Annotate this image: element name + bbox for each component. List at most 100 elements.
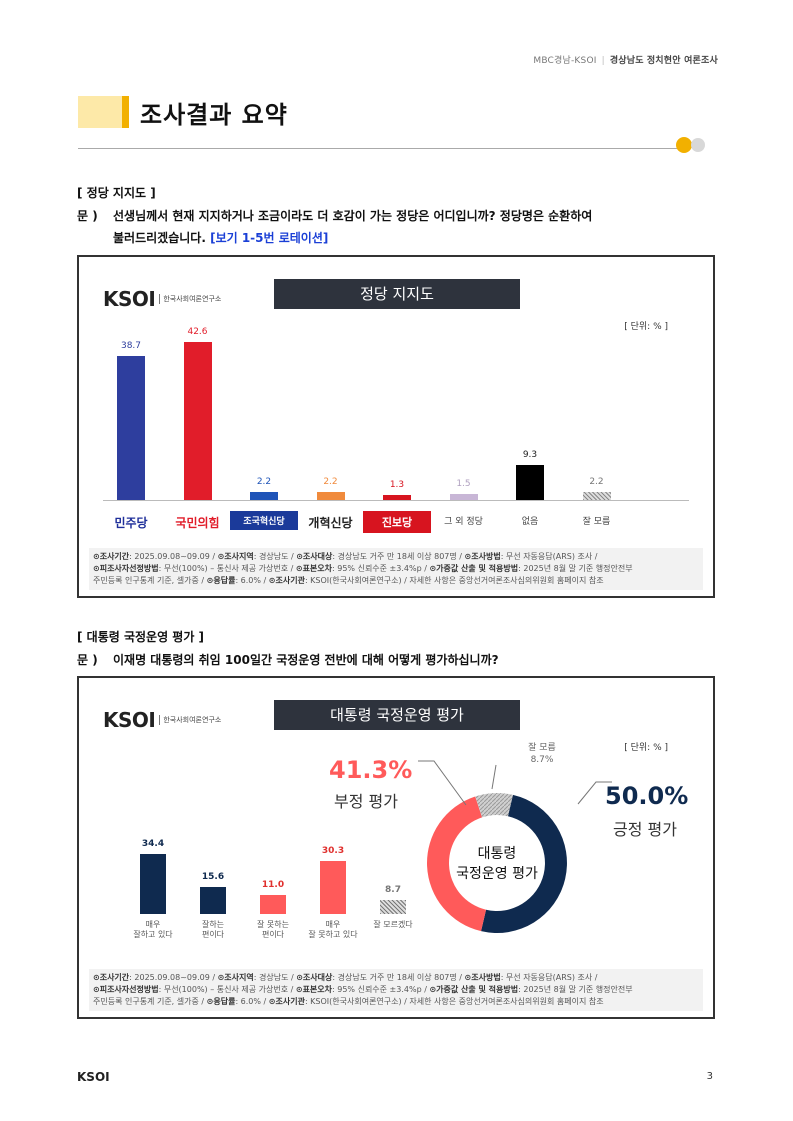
question-text-cont: 불러드리겠습니다. xyxy=(113,231,206,245)
positive-pct: 50.0% xyxy=(605,782,689,810)
eval-bar-value: 11.0 xyxy=(261,879,285,890)
title-accent-dark xyxy=(122,96,129,128)
party-label: 없음 xyxy=(521,517,539,527)
title-divider xyxy=(78,148,678,149)
footnote-part: ⊙응답률 xyxy=(206,997,236,1006)
unknown-label: 잘 모름 xyxy=(528,743,556,753)
footnote-part: : 2025년 8월 말 기준 행정안전부 xyxy=(518,564,633,573)
bar-6 xyxy=(516,465,544,500)
footnote-part: ⊙조사방법 xyxy=(464,973,501,982)
footnote-part: ⊙가중값 산출 및 적용방법 xyxy=(429,985,519,994)
eval-bar-value: 15.6 xyxy=(201,871,225,882)
footnote-part: : 경상남도 거주 만 18세 이상 807명 / xyxy=(332,552,465,561)
footnote-part: : 무선 자동응답(ARS) 조사 / xyxy=(500,973,598,982)
footnote-part: ⊙조사기관 xyxy=(268,576,305,585)
footnote-part: ⊙가중값 산출 및 적용방법 xyxy=(429,564,519,573)
bar-2 xyxy=(250,491,278,500)
footnote-part: : 6.0% / xyxy=(235,997,269,1006)
footnote-part: : 95% 신뢰수준 ±3.4%p / xyxy=(332,985,430,994)
footnote-part: : KSOI(한국사회여론연구소) / 자세한 사항은 중앙선거여론조사심의위원… xyxy=(304,997,604,1006)
section1-question-line2: 불러드리겠습니다. [보기 1-5번 로테이션] xyxy=(113,229,328,246)
survey-footnote: ⊙조사기간: 2025.09.08~09.09 / ⊙조사지역: 경상남도 / … xyxy=(89,548,703,590)
bar-value-label: 9.3 xyxy=(522,450,538,461)
bar-value-label: 38.7 xyxy=(120,341,142,352)
bar-value-label: 2.2 xyxy=(589,476,604,487)
bar-value-label: 42.6 xyxy=(187,326,208,337)
title-accent-light xyxy=(78,96,128,128)
page-header: MBC경남-KSOI | 경상남도 정치현안 여론조사 xyxy=(533,56,718,66)
footnote-part: ⊙표본오차 xyxy=(295,564,333,573)
footer-logo: KSOI xyxy=(77,1070,110,1084)
footnote-part: 주민등록 인구통계 기준, 셀가중 / xyxy=(93,576,207,585)
survey-footnote: ⊙조사기간: 2025.09.08~09.09 / ⊙조사지역: 경상남도 / … xyxy=(89,969,703,1011)
logo-subtext: 한국사회여론연구소 xyxy=(159,715,221,725)
section1-question-line1: 문 ) 선생님께서 현재 지지하거나 조금이라도 더 호감이 가는 정당은 어디입… xyxy=(77,207,592,224)
negative-leader-line xyxy=(418,760,467,806)
footnote-part: : 경상남도 거주 만 18세 이상 807명 / xyxy=(332,973,465,982)
party-label: 개혁신당 xyxy=(308,516,353,530)
section1-heading: [ 정당 지지도 ] xyxy=(77,186,156,200)
president-approval-chart: KSOI 한국사회여론연구소 대통령 국정운영 평가 [ 단위: % ] 34.… xyxy=(77,676,715,1019)
unit-label: [ 단위: % ] xyxy=(624,743,668,753)
footnote-part: ⊙조사대상 xyxy=(296,552,333,561)
footnote-part: ⊙조사기간 xyxy=(93,973,130,982)
eval-bar-value: 8.7 xyxy=(385,885,401,895)
decor-dot-gray xyxy=(691,138,705,152)
party-label: 그 외 정당 xyxy=(444,517,483,527)
header-survey: 정치현안 여론조사 xyxy=(646,56,718,66)
question-mark: 문 ) xyxy=(77,653,98,667)
logo-text: KSOI xyxy=(103,287,156,311)
question-note: [보기 1-5번 로테이션] xyxy=(210,231,329,245)
footnote-line2: ⊙피조사자선정방법: 무선(100%) – 통신사 제공 가상번호 / ⊙표본오… xyxy=(93,563,699,575)
footnote-part: : 2025.09.08~09.09 / xyxy=(129,552,218,561)
bar-1 xyxy=(183,341,212,500)
donut-center-line2: 국정운영 평가 xyxy=(456,866,538,882)
question-text: 이재명 대통령의 취임 100일간 국정운영 전반에 대해 어떻게 평가하십니까… xyxy=(113,653,499,667)
negative-label: 부정 평가 xyxy=(334,792,398,811)
eval-bar-label: 잘 못하는 편이다 xyxy=(257,920,289,939)
footnote-part: ⊙조사기관 xyxy=(268,997,305,1006)
unknown-pct: 8.7% xyxy=(530,755,554,765)
eval-bar-value: 30.3 xyxy=(321,846,345,857)
footnote-part: : 무선(100%) – 통신사 제공 가상번호 / xyxy=(158,564,296,573)
footnote-part: : 무선 자동응답(ARS) 조사 / xyxy=(500,552,598,561)
footnote-part: ⊙응답률 xyxy=(206,576,236,585)
eval-bar-2 xyxy=(260,894,286,914)
party-label: 국민의힘 xyxy=(175,516,220,530)
logo-text: KSOI xyxy=(103,708,156,732)
ksoi-logo: KSOI 한국사회여론연구소 xyxy=(103,708,221,732)
unit-label: [ 단위: % ] xyxy=(624,322,668,332)
eval-bar-label: 매우 잘 못하고 있다 xyxy=(308,920,358,939)
eval-bar-4 xyxy=(380,900,406,914)
footnote-part: 주민등록 인구통계 기준, 셀가중 / xyxy=(93,997,207,1006)
footnote-part: : 95% 신뢰수준 ±3.4%p / xyxy=(332,564,430,573)
page-title: 조사결과 요약 xyxy=(140,101,288,129)
negative-pct: 41.3% xyxy=(329,756,413,784)
footnote-part: : 무선(100%) – 통신사 제공 가상번호 / xyxy=(158,985,296,994)
footnote-part: : 2025년 8월 말 기준 행정안전부 xyxy=(518,985,633,994)
footnote-line3: 주민등록 인구통계 기준, 셀가중 / ⊙응답률: 6.0% / ⊙조사기관: … xyxy=(93,996,699,1008)
donut-slice-1 xyxy=(427,796,487,932)
question-text: 선생님께서 현재 지지하거나 조금이라도 더 호감이 가는 정당은 어디입니까?… xyxy=(113,209,593,223)
bar-3 xyxy=(316,491,345,500)
header-org: MBC경남-KSOI xyxy=(533,56,597,66)
bar-value-label: 2.2 xyxy=(323,476,338,487)
bar-value-label: 1.5 xyxy=(456,479,471,490)
footnote-part: ⊙표본오차 xyxy=(295,985,333,994)
donut-center-line1: 대통령 xyxy=(478,846,517,862)
bar-5 xyxy=(449,494,478,500)
eval-bar-label: 잘하는 편이다 xyxy=(201,920,225,939)
unknown-leader-line xyxy=(491,764,497,790)
eval-bar-3 xyxy=(320,861,346,914)
question-mark: 문 ) xyxy=(77,209,98,223)
footnote-part: : 2025.09.08~09.09 / xyxy=(129,973,218,982)
bar-value-label: 2.2 xyxy=(256,476,272,487)
eval-bar-0 xyxy=(140,854,166,914)
section2-heading: [ 대통령 국정운영 평가 ] xyxy=(77,630,205,644)
eval-bar-value: 34.4 xyxy=(141,839,165,849)
approval-donut: 대통령 국정운영 평가 xyxy=(427,793,567,933)
footnote-part: ⊙조사기간 xyxy=(93,552,130,561)
party-label: 민주당 xyxy=(114,516,148,530)
footnote-line1: ⊙조사기간: 2025.09.08~09.09 / ⊙조사지역: 경상남도 / … xyxy=(93,972,699,984)
party-label: 조국혁신당 xyxy=(230,511,298,530)
